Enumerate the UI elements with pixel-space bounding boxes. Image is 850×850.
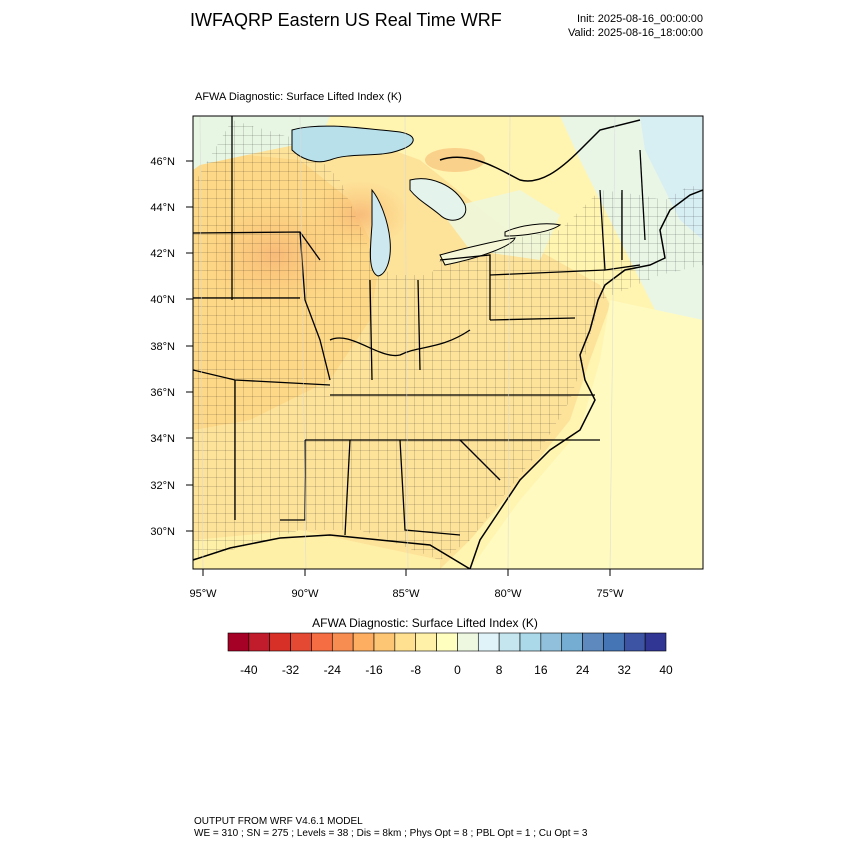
colorbar-box — [582, 632, 604, 652]
colorbar-box — [248, 632, 271, 652]
lake-superior — [291, 125, 414, 163]
lat-label: 38°N — [150, 341, 175, 353]
lat-label: 44°N — [150, 202, 175, 214]
colorbar-label: 32 — [618, 663, 632, 677]
map-frame — [192, 115, 704, 570]
lat-label: 32°N — [150, 480, 175, 492]
colorbar — [227, 632, 667, 652]
main-title: IWFAQRP Eastern US Real Time WRF — [190, 10, 502, 30]
valid-time: Valid: 2025-08-16_18:00:00 — [568, 27, 703, 39]
colorbar-label: -24 — [324, 663, 342, 677]
lake-huron — [409, 178, 467, 221]
colorbar-box — [561, 632, 583, 652]
colorbar-box — [311, 632, 333, 652]
colorbar-box — [227, 632, 250, 652]
colorbar-box — [644, 632, 667, 652]
coastline — [193, 119, 703, 569]
colorbar-box — [290, 632, 312, 652]
lake-ontario — [504, 223, 562, 237]
colorbar-box — [603, 632, 625, 652]
colorbar-box — [352, 632, 375, 652]
colorbar-labels: -40 -32 -24 -16 -8 0 8 16 24 32 40 — [240, 663, 673, 677]
colorbar-label: 0 — [454, 663, 461, 677]
colorbar-box — [477, 632, 500, 652]
colorbar-box — [415, 632, 437, 652]
lat-label: 40°N — [150, 294, 175, 306]
colorbar-box — [498, 632, 521, 652]
footer-model: OUTPUT FROM WRF V4.6.1 MODEL — [194, 816, 363, 827]
lon-label: 90°W — [291, 588, 319, 600]
latitude-axis: 46°N 44°N 42°N 40°N 38°N 36°N 34°N 32°N 30°N — [150, 156, 193, 538]
lon-label: 80°W — [494, 588, 522, 600]
county-boundaries — [193, 120, 703, 560]
colorbar-box — [373, 632, 396, 652]
colorbar-box — [269, 632, 291, 652]
colorbar-label: -8 — [410, 663, 421, 677]
lon-label: 75°W — [596, 588, 624, 600]
colorbar-label: 16 — [534, 663, 548, 677]
colorbar-box — [519, 632, 542, 652]
colorbar-box — [457, 632, 479, 652]
map-title: AFWA Diagnostic: Surface Lifted Index (K… — [195, 91, 402, 103]
graticule — [199, 116, 616, 569]
colorbar-title: AFWA Diagnostic: Surface Lifted Index (K… — [312, 616, 538, 630]
lat-label: 36°N — [150, 387, 175, 399]
init-time: Init: 2025-08-16_00:00:00 — [577, 13, 703, 25]
lon-label: 85°W — [392, 588, 420, 600]
colorbar-box — [394, 632, 417, 652]
map-area — [193, 116, 703, 569]
lon-label: 95°W — [189, 588, 217, 600]
longitude-axis: 95°W 90°W 85°W 80°W 75°W — [189, 569, 624, 600]
colorbar-box — [331, 632, 354, 652]
colorbar-box — [623, 632, 646, 652]
colorbar-label: -40 — [240, 663, 258, 677]
colorbar-label: -32 — [282, 663, 300, 677]
ontario-warm-spot — [425, 148, 485, 172]
footer-config: WE = 310 ; SN = 275 ; Levels = 38 ; Dis … — [194, 828, 588, 839]
colorbar-label: 8 — [496, 663, 503, 677]
lake-michigan — [369, 188, 391, 277]
colorbar-label: 40 — [659, 663, 673, 677]
lat-label: 42°N — [150, 248, 175, 260]
lat-label: 30°N — [150, 526, 175, 538]
atlantic-ocean-field — [470, 300, 703, 569]
colorbar-label: -16 — [365, 663, 383, 677]
lat-label: 46°N — [150, 156, 175, 168]
colorbar-box — [540, 632, 563, 652]
colorbar-label: 24 — [576, 663, 590, 677]
lat-label: 34°N — [150, 433, 175, 445]
colorbar-box — [436, 632, 458, 652]
